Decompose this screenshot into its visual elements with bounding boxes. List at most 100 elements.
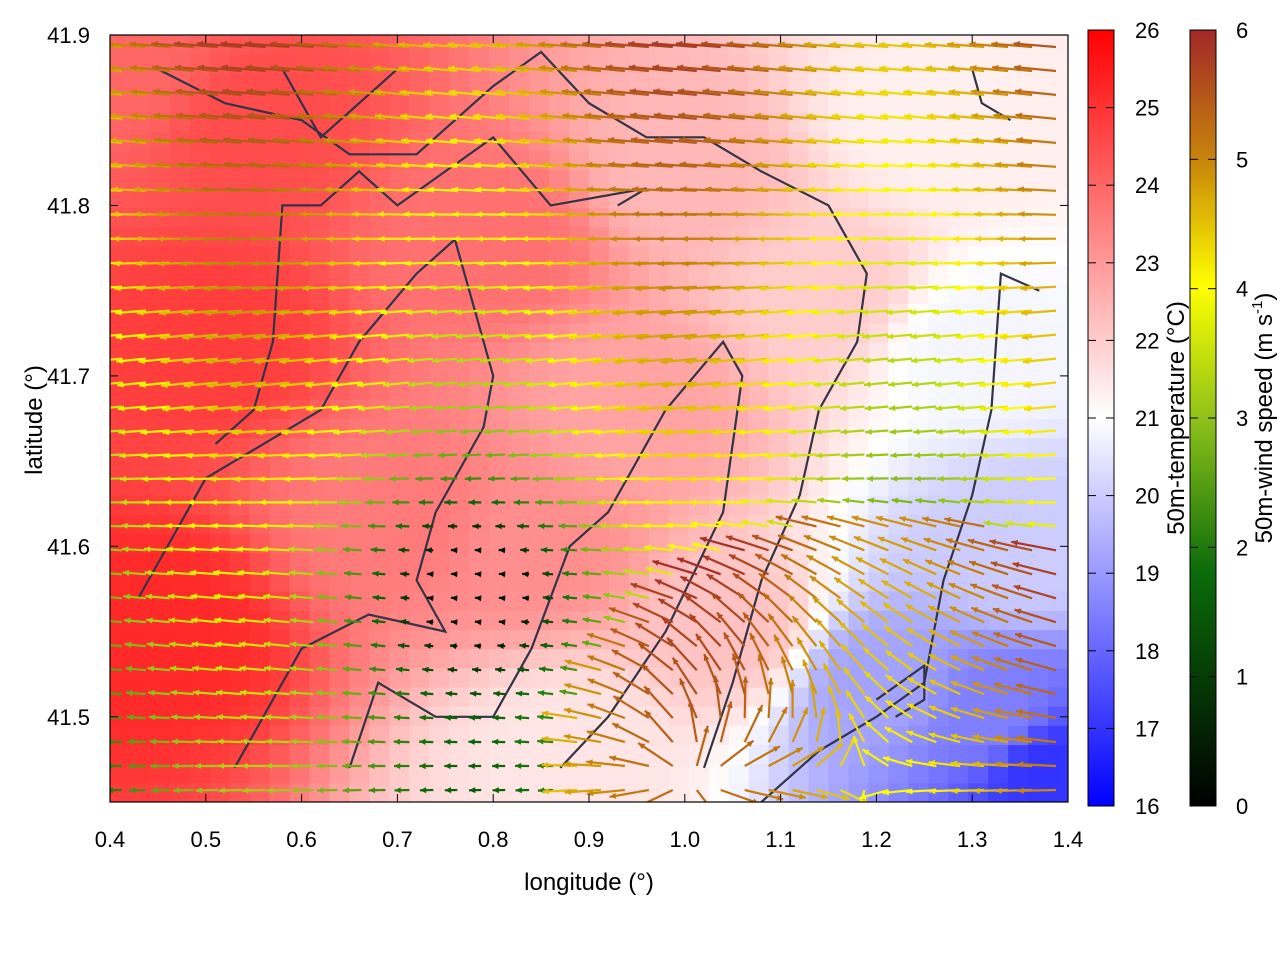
heat-cell: [988, 73, 1009, 94]
heat-cell: [808, 169, 830, 189]
heat-cell: [389, 552, 410, 573]
heat-cell: [529, 303, 550, 324]
heat-cell: [569, 629, 590, 650]
wind-arrow: [342, 666, 362, 672]
heat-cell: [688, 437, 710, 458]
heat-cell: [808, 418, 830, 439]
wind-arrow: [161, 381, 194, 389]
heat-cell: [309, 782, 331, 802]
wind-arrow: [400, 571, 410, 578]
wind-arrow: [955, 333, 985, 340]
heat-cell: [1048, 782, 1068, 802]
heat-cell: [549, 610, 570, 631]
heat-cell: [229, 763, 251, 784]
wind-arrow: [240, 738, 266, 745]
heat-cell: [329, 552, 351, 573]
wind-arrow: [281, 429, 314, 436]
wind-arrow: [808, 186, 841, 193]
colorbar-tick-label: 16: [1135, 794, 1159, 819]
wind-arrow: [468, 787, 482, 794]
wind-arrow: [840, 643, 866, 671]
heat-cell: [788, 437, 810, 458]
heat-cell: [748, 303, 770, 324]
colorbar-tick-label: 22: [1135, 328, 1159, 353]
wind-arrow: [560, 64, 602, 73]
heat-cell: [1028, 418, 1049, 439]
wind-arrow: [994, 161, 1033, 168]
heat-cell: [489, 188, 510, 209]
wind-arrow: [991, 584, 1033, 600]
wind-arrow: [890, 452, 913, 459]
heat-cell: [130, 418, 151, 439]
wind-arrow: [308, 452, 338, 459]
wind-arrow: [126, 690, 146, 697]
heat-cell: [429, 763, 450, 784]
wind-arrow: [589, 285, 625, 292]
heat-cell: [269, 782, 291, 802]
heat-cell: [609, 456, 630, 477]
wind-arrow: [710, 381, 745, 389]
heat-cell: [768, 667, 790, 688]
wind-arrow: [767, 677, 774, 719]
wind-arrow: [679, 161, 721, 168]
heat-cell: [349, 686, 371, 707]
wind-arrow: [195, 787, 218, 794]
wind-arrow: [564, 659, 602, 672]
wind-arrow: [928, 678, 961, 696]
heat-cell: [269, 763, 291, 784]
heat-cell: [469, 533, 490, 554]
heat-cell: [529, 437, 550, 458]
heat-cell: [249, 188, 271, 209]
colorbar-tick-label: 6: [1236, 18, 1248, 43]
heat-cell: [349, 533, 371, 554]
heat-cell: [928, 92, 949, 113]
wind-arrow: [856, 113, 889, 120]
heat-cell: [549, 265, 570, 285]
wind-arrow: [731, 653, 746, 695]
heat-cell: [369, 207, 391, 228]
heat-cell: [449, 591, 470, 611]
heat-cell: [309, 667, 331, 688]
heat-cell: [169, 744, 191, 765]
heat-cell: [369, 648, 391, 669]
wind-arrow: [239, 665, 266, 672]
heat-cell: [429, 667, 450, 688]
heat-cell: [928, 686, 949, 707]
wind-arrow: [395, 666, 410, 673]
heat-cell: [1048, 495, 1068, 515]
heat-cell: [808, 495, 830, 515]
wind-arrow: [727, 64, 769, 73]
wind-arrow: [425, 137, 458, 144]
wind-arrow: [172, 787, 194, 794]
heat-cell: [968, 245, 989, 266]
heat-cell: [429, 533, 450, 554]
wind-arrow: [110, 643, 123, 648]
wind-arrow: [817, 497, 841, 504]
heat-cell: [848, 399, 870, 420]
wind-arrow: [217, 762, 242, 769]
heat-cell: [469, 169, 490, 189]
heat-cell: [110, 514, 131, 535]
heat-cell: [549, 437, 570, 458]
wind-arrow: [905, 603, 937, 624]
x-tick-label: 1.4: [1053, 827, 1084, 852]
wind-arrow: [751, 534, 793, 552]
wind-arrow: [500, 284, 530, 291]
heat-cell: [249, 92, 271, 113]
heat-cell: [628, 610, 650, 631]
wind-arrow: [155, 186, 194, 193]
heat-cell: [988, 92, 1009, 113]
heat-cell: [1028, 245, 1049, 266]
heat-cell: [409, 437, 430, 458]
heat-cell: [149, 361, 171, 381]
wind-arrow: [454, 284, 482, 291]
heat-cell: [1008, 169, 1029, 189]
wind-arrow: [110, 68, 123, 73]
wind-arrow: [742, 676, 749, 719]
heat-cell: [948, 782, 969, 802]
heat-cell: [389, 629, 410, 650]
heat-cell: [768, 226, 790, 247]
wind-arrow: [492, 763, 506, 770]
heat-cell: [110, 226, 131, 247]
wind-arrow: [884, 649, 913, 672]
